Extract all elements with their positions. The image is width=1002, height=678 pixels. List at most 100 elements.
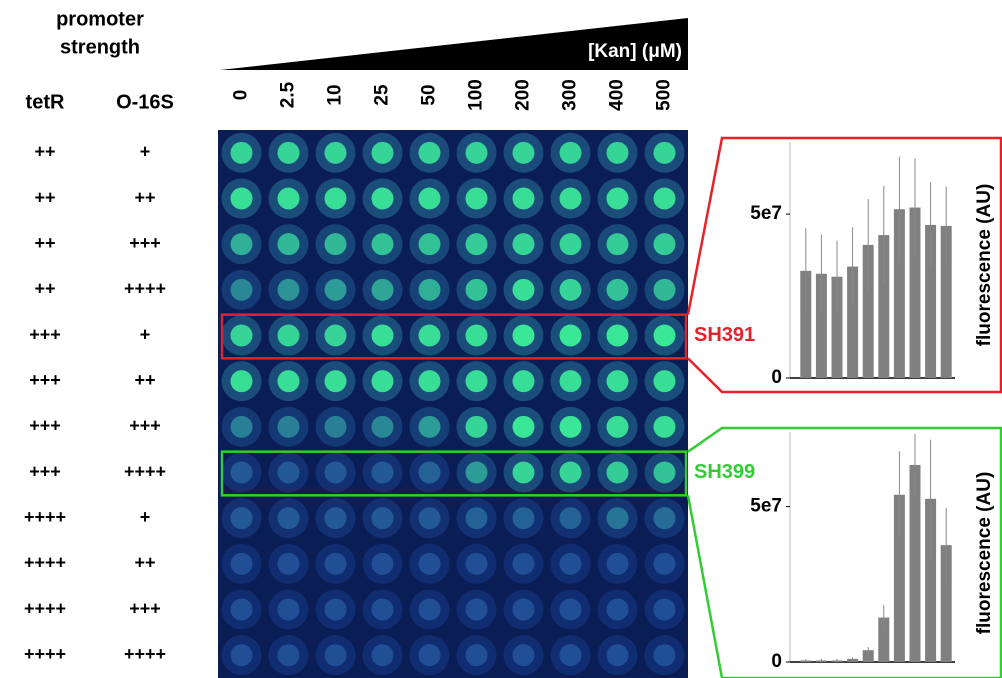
well-spot xyxy=(419,142,441,164)
well-spot xyxy=(278,233,300,255)
well-spot xyxy=(513,233,535,255)
well-spot xyxy=(231,142,253,164)
well-spot xyxy=(560,644,582,666)
well-spot xyxy=(654,553,676,575)
well-spot xyxy=(419,416,441,438)
row-label: ++++ xyxy=(124,461,166,481)
well-spot xyxy=(513,279,535,301)
well-spot xyxy=(372,644,394,666)
row-label: ++ xyxy=(34,279,55,299)
well-spot xyxy=(654,644,676,666)
row-label: ++ xyxy=(34,142,55,162)
well-spot xyxy=(325,188,347,210)
well-spot xyxy=(560,462,582,484)
well-spot xyxy=(654,416,676,438)
well-spot xyxy=(325,279,347,301)
row-label: +++ xyxy=(129,233,161,253)
well-spot xyxy=(278,370,300,392)
well-spot xyxy=(513,553,535,575)
well-spot xyxy=(325,507,347,529)
row-label: + xyxy=(140,142,151,162)
x-label: [Kan] (μM) xyxy=(588,41,682,62)
well-spot xyxy=(513,142,535,164)
well-spot xyxy=(466,233,488,255)
well-spot xyxy=(325,553,347,575)
row-label: + xyxy=(140,507,151,527)
well-spot xyxy=(607,325,629,347)
row-label: +++ xyxy=(129,416,161,436)
well-spot xyxy=(607,462,629,484)
well-spot xyxy=(325,370,347,392)
strain-label: SH391 xyxy=(694,324,755,346)
well-spot xyxy=(419,644,441,666)
x-tick-label: 300 xyxy=(560,79,581,111)
well-spot xyxy=(654,279,676,301)
well-spot xyxy=(278,279,300,301)
well-spot xyxy=(560,599,582,621)
well-spot xyxy=(466,370,488,392)
well-spot xyxy=(325,416,347,438)
well-spot xyxy=(654,507,676,529)
well-spot xyxy=(325,325,347,347)
row-label: +++ xyxy=(29,461,61,481)
row-label: ++++ xyxy=(24,598,66,618)
well-spot xyxy=(372,553,394,575)
x-tick-label: 100 xyxy=(466,79,487,111)
row-label: +++ xyxy=(29,370,61,390)
well-spot xyxy=(513,188,535,210)
well-spot xyxy=(560,553,582,575)
row-label: ++++ xyxy=(24,644,66,664)
well-spot xyxy=(466,599,488,621)
well-spot xyxy=(231,279,253,301)
y-tick-label: 0 xyxy=(771,651,782,672)
well-spot xyxy=(372,507,394,529)
well-spot xyxy=(231,233,253,255)
well-spot xyxy=(325,599,347,621)
well-spot xyxy=(231,599,253,621)
well-spot xyxy=(607,279,629,301)
well-spot xyxy=(607,507,629,529)
well-spot xyxy=(372,279,394,301)
panel-frame xyxy=(688,138,1001,392)
well-spot xyxy=(466,507,488,529)
y-tick-label: 5e7 xyxy=(750,496,782,517)
well-spot xyxy=(419,599,441,621)
well-spot xyxy=(607,233,629,255)
well-spot xyxy=(607,599,629,621)
well-spot xyxy=(654,233,676,255)
well-spot xyxy=(466,325,488,347)
well-spot xyxy=(278,462,300,484)
strain-label: SH399 xyxy=(694,461,755,483)
well-spot xyxy=(419,233,441,255)
well-spot xyxy=(278,644,300,666)
x-tick-label: 400 xyxy=(607,79,628,111)
well-spot xyxy=(513,599,535,621)
well-spot xyxy=(513,370,535,392)
well-spot xyxy=(231,462,253,484)
well-spot xyxy=(466,142,488,164)
well-spot xyxy=(372,599,394,621)
well-spot xyxy=(607,644,629,666)
row-label: ++ xyxy=(134,187,155,207)
well-spot xyxy=(419,325,441,347)
well-spot xyxy=(560,325,582,347)
well-spot xyxy=(325,142,347,164)
well-spot xyxy=(231,188,253,210)
well-spot xyxy=(372,416,394,438)
well-spot xyxy=(325,462,347,484)
well-spot xyxy=(466,416,488,438)
well-spot xyxy=(560,188,582,210)
column-header: tetR xyxy=(26,91,65,113)
well-spot xyxy=(419,462,441,484)
well-spot xyxy=(466,553,488,575)
well-spot xyxy=(513,644,535,666)
well-spot xyxy=(607,188,629,210)
well-spot xyxy=(231,507,253,529)
y-tick-label: 5e7 xyxy=(750,203,782,224)
well-spot xyxy=(607,370,629,392)
well-spot xyxy=(372,325,394,347)
well-spot xyxy=(372,142,394,164)
well-spot xyxy=(278,325,300,347)
well-spot xyxy=(372,188,394,210)
column-header: O-16S xyxy=(116,91,174,113)
